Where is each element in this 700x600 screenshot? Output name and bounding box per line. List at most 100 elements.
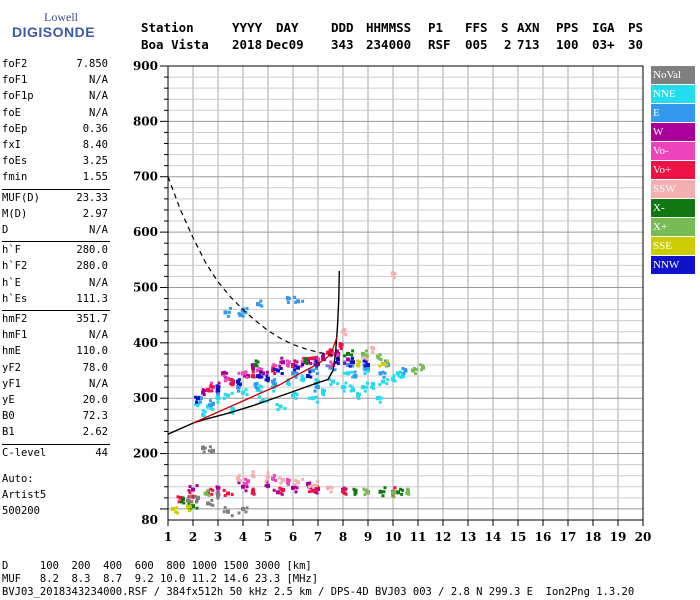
point-vo — [256, 368, 260, 373]
point-ssw — [279, 481, 283, 485]
point-vo — [191, 494, 195, 499]
point-x — [353, 490, 358, 495]
point-nnw — [258, 374, 262, 378]
point-noval — [202, 450, 206, 454]
point-nne — [222, 396, 226, 400]
point-nnw — [366, 362, 370, 367]
point-ssw — [237, 473, 241, 477]
point-nne — [346, 371, 350, 376]
point-vo — [244, 477, 248, 481]
point-nne — [230, 391, 234, 395]
point-e — [381, 370, 385, 374]
point-ssw — [250, 474, 254, 478]
param-value: N/A — [89, 90, 108, 103]
point-vo — [328, 348, 332, 352]
param-key: foF1 — [2, 74, 28, 87]
point-w — [346, 357, 350, 362]
point-nne — [366, 368, 370, 373]
point-ssw — [363, 357, 367, 361]
point-w — [191, 487, 195, 492]
point-x — [305, 361, 309, 365]
x-tick-label: 10 — [385, 530, 402, 544]
point-vo — [329, 360, 333, 364]
point-noval — [203, 446, 207, 450]
legend-item-nne: NNE — [651, 85, 695, 103]
point-nnw — [265, 374, 269, 378]
point-nne — [385, 382, 389, 386]
y-tick-label: 400 — [133, 336, 158, 350]
point-x — [377, 357, 381, 361]
point-nne — [378, 400, 382, 404]
point-x — [379, 358, 383, 362]
point-w — [188, 485, 192, 489]
param-key: h`E — [2, 276, 21, 289]
point-e — [274, 383, 278, 387]
point-vo — [209, 381, 213, 385]
point-nnw — [215, 384, 219, 388]
point-noval — [237, 511, 241, 515]
param-value: 44 — [95, 446, 108, 459]
point-vo — [307, 356, 311, 360]
logo-line2: DIGISONDE — [12, 24, 96, 40]
point-nne — [341, 385, 345, 390]
point-w — [266, 485, 270, 489]
point-x — [421, 365, 425, 370]
x-tick-label: 20 — [635, 530, 652, 544]
param-value: N/A — [89, 224, 108, 236]
electron-density-profile — [167, 176, 340, 360]
point-nne — [202, 414, 206, 418]
point-e — [403, 368, 407, 372]
point-w — [264, 484, 268, 488]
point-nne — [194, 403, 198, 407]
x-tick-label: 1 — [164, 530, 172, 544]
point-nnw — [217, 385, 221, 389]
point-vo — [251, 370, 255, 374]
point-noval — [206, 501, 210, 506]
param-key: MUF(D) — [2, 191, 40, 204]
legend-item-vo: Vo+ — [651, 161, 695, 179]
y-tick-label: 80 — [141, 513, 158, 527]
point-nne — [315, 400, 319, 404]
point-vo — [311, 356, 315, 361]
param-row-foep: foEp 0.36 — [2, 123, 108, 139]
legend-item-ssw: SSW — [651, 180, 695, 198]
point-vo — [223, 493, 227, 497]
point-noval — [209, 502, 213, 506]
point-noval — [207, 449, 211, 453]
point-e — [255, 381, 259, 385]
param-value: 280.0 — [76, 244, 108, 257]
point-nnw — [236, 382, 240, 386]
point-nne — [356, 391, 360, 395]
point-noval — [187, 499, 191, 503]
point-x — [346, 351, 350, 356]
point-vo — [272, 363, 276, 367]
point-ssw — [307, 485, 311, 489]
point-nne — [215, 395, 219, 399]
point-x — [421, 364, 425, 368]
point-vo — [250, 374, 254, 378]
point-ssw — [361, 354, 365, 359]
legend-item-nnw: NNW — [651, 256, 695, 274]
param-row-b1: B1 2.62 — [2, 426, 108, 442]
point-x — [378, 489, 383, 494]
point-vo — [210, 389, 214, 393]
point-x — [412, 367, 416, 371]
point-nne — [287, 383, 291, 387]
x-tick-label: 7 — [314, 530, 322, 544]
point-nnw — [350, 356, 354, 360]
x-tick-label: 6 — [289, 530, 297, 544]
point-w — [241, 484, 245, 489]
point-vo — [229, 378, 233, 382]
point-nnw — [301, 363, 305, 367]
point-sse — [171, 506, 175, 511]
point-e — [242, 310, 246, 314]
point-noval — [194, 495, 198, 499]
point-ssw — [370, 345, 374, 349]
point-nne — [231, 411, 235, 415]
param-value: 0.36 — [82, 122, 108, 135]
point-ssw — [236, 477, 240, 481]
point-w — [281, 360, 285, 365]
point-vo — [244, 370, 248, 374]
point-w — [343, 361, 347, 365]
point-e — [259, 299, 263, 303]
